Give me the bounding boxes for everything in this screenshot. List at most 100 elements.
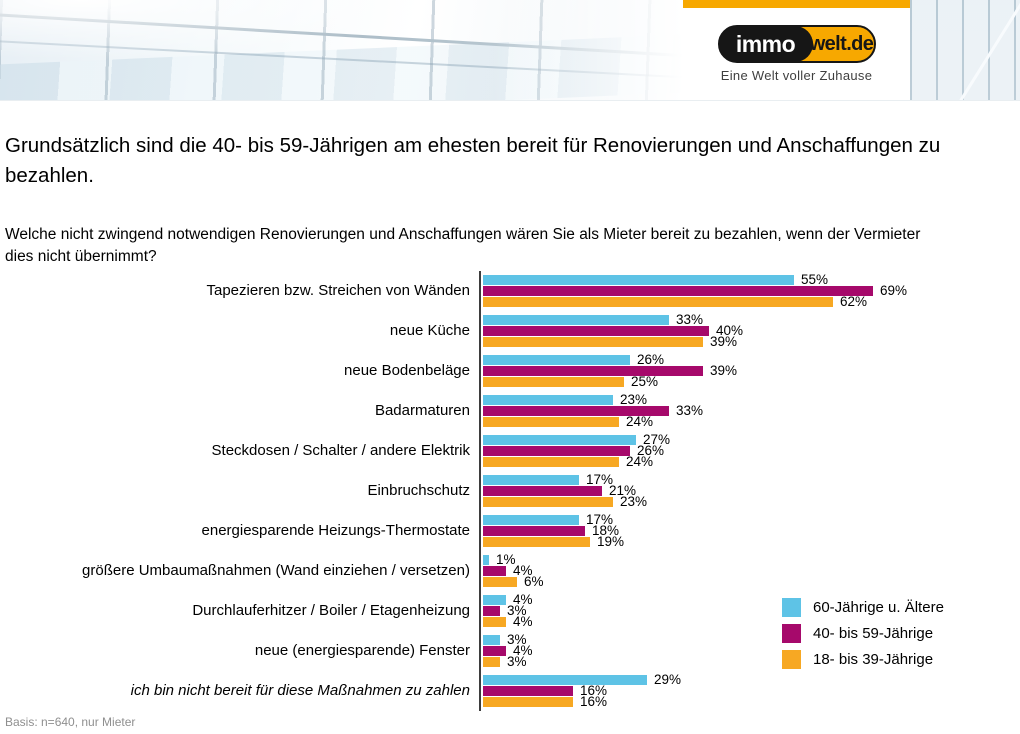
category-label: neue (energiesparende) Fenster (254, 642, 470, 660)
bar (483, 354, 630, 365)
bar-line: 3% (483, 633, 1020, 647)
bar-group: 29% 16% 16% (479, 670, 1020, 711)
basis-note: Basis: n=640, nur Mieter (5, 714, 136, 729)
bar-group: 4% 3% 4% (479, 590, 1020, 631)
bar-line: 24% (483, 415, 1020, 429)
legend-item: 60-Jährige u. Ältere (782, 597, 944, 617)
logo-part-welt: welt.de (809, 32, 874, 55)
bar-group: 17% 21% 23% (479, 470, 1020, 511)
white-fade-decoration (0, 0, 683, 100)
value-label: 69% (880, 283, 908, 299)
bar-line: 69% (483, 283, 1020, 299)
category-label: neue Bodenbeläge (344, 362, 470, 380)
chart-legend: 60-Jährige u. Ältere 40- bis 59-Jährige 18… (782, 597, 944, 669)
value-label: 25% (631, 374, 659, 390)
bar (483, 314, 669, 325)
bar (483, 645, 506, 656)
immowelt-logo: immo welt.de (717, 25, 876, 63)
logo-box: immo welt.de Eine Welt voller Zuhause (683, 8, 910, 100)
chart-row: Tapezieren bzw. Streichen von Wänden 55% 6… (0, 270, 1020, 311)
header-photo-glass-facade (910, 0, 1020, 100)
category-label: größere Umbaumaßnahmen (Wand einziehen /… (82, 562, 470, 580)
bar (483, 274, 794, 285)
value-label: 39% (710, 363, 738, 379)
bar (483, 296, 833, 307)
bar-line: 4% (483, 614, 1020, 630)
bar (483, 365, 703, 376)
value-label: 6% (524, 574, 544, 590)
bar-line: 16% (483, 695, 1020, 709)
bar (483, 674, 647, 685)
legend-item: 40- bis 59-Jährige (782, 623, 944, 643)
bar (483, 496, 613, 507)
bar (483, 405, 669, 416)
bar (483, 416, 619, 427)
category-label: Badarmaturen (374, 402, 470, 420)
value-label: 3% (507, 603, 527, 619)
bar (483, 685, 573, 696)
bar-group: 3% 4% 3% (479, 630, 1020, 671)
bar-line: 33% (483, 403, 1020, 419)
bar-line: 17% (483, 473, 1020, 487)
value-label: 4% (513, 563, 533, 579)
bar (483, 525, 585, 536)
value-label: 18% (592, 523, 620, 539)
logo-part-immo: immo (718, 26, 813, 62)
bar-line: 39% (483, 335, 1020, 349)
value-label: 24% (626, 454, 654, 470)
bar-line: 3% (483, 655, 1020, 669)
bar-line: 23% (483, 393, 1020, 407)
bar-line: 40% (483, 323, 1020, 339)
bar-group: 26% 39% 25% (479, 350, 1020, 391)
value-label: 33% (676, 403, 704, 419)
value-label: 19% (597, 534, 625, 550)
bar-line: 62% (483, 295, 1020, 309)
bar-line: 26% (483, 352, 1020, 368)
bar-group: 23% 33% 24% (479, 390, 1020, 431)
bar-line: 17% (483, 513, 1020, 527)
category-label: Einbruchschutz (367, 482, 470, 500)
bar-line: 29% (483, 673, 1020, 687)
chart-row: größere Umbaumaßnahmen (Wand einziehen /… (0, 550, 1020, 591)
bar-line: 4% (483, 563, 1020, 579)
bar (483, 445, 630, 456)
value-label: 4% (513, 614, 533, 630)
bar-line: 27% (483, 433, 1020, 447)
value-label: 26% (637, 443, 665, 459)
legend-label: 18- bis 39-Jährige (813, 650, 934, 668)
bar-line: 25% (483, 374, 1020, 390)
value-label: 40% (716, 323, 744, 339)
bar-line: 16% (483, 684, 1020, 698)
category-label: neue Küche (389, 322, 470, 340)
bar-line: 18% (483, 523, 1020, 539)
bar-group: 27% 26% 24% (479, 430, 1020, 471)
bar (483, 536, 590, 547)
bar (483, 485, 602, 496)
value-label: 4% (513, 592, 533, 608)
category-label: energiesparende Heizungs-Thermostate (201, 522, 470, 540)
bar-line: 55% (483, 273, 1020, 287)
bar (483, 605, 500, 616)
legend-swatch (782, 623, 801, 643)
chart-row: ich bin nicht bereit für diese Maßnahmen… (0, 670, 1020, 711)
bar-group: 1% 4% 6% (479, 550, 1020, 591)
bar (483, 456, 619, 467)
chart-row: neue Küche 33% 40% 39% (0, 310, 1020, 351)
bar-group: 17% 18% 19% (479, 510, 1020, 551)
chart-row: Badarmaturen 23% 33% 24% (0, 390, 1020, 431)
bar (483, 394, 613, 405)
bar-line: 21% (483, 484, 1020, 498)
legend-item: 18- bis 39-Jährige (782, 649, 944, 669)
legend-swatch (782, 649, 801, 669)
category-label: Durchlauferhitzer / Boiler / Etagenheizu… (192, 602, 470, 620)
bar (483, 325, 709, 336)
category-label: ich bin nicht bereit für diese Maßnahmen… (130, 682, 470, 700)
value-label: 26% (637, 352, 665, 368)
chart-row: Steckdosen / Schalter / andere Elektrik 2… (0, 430, 1020, 471)
bar-line: 1% (483, 553, 1020, 567)
bar (483, 434, 636, 445)
bar-line: 24% (483, 454, 1020, 470)
bar-line: 4% (483, 644, 1020, 658)
diagonal-highlight-decoration (950, 0, 1020, 100)
